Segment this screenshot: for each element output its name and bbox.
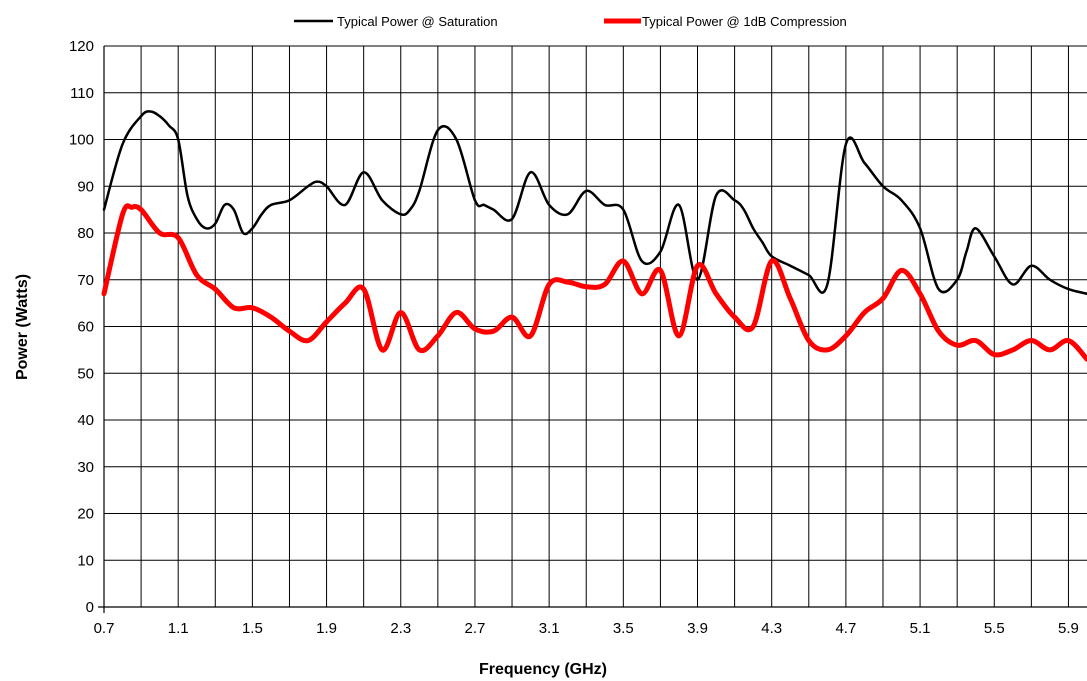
y-tick-label: 40 [77, 412, 94, 429]
legend-label-saturation: Typical Power @ Saturation [337, 14, 498, 29]
x-tick-label: 5.9 [1058, 620, 1079, 637]
series-line-compression [101, 203, 1087, 362]
x-tick-label: 1.5 [242, 620, 263, 637]
x-tick-label: 1.1 [168, 620, 189, 637]
y-tick-label: 60 [77, 319, 94, 336]
legend-label-compression: Typical Power @ 1dB Compression [642, 14, 847, 29]
x-tick-label: 0.7 [94, 620, 115, 637]
x-tick-label: 5.5 [984, 620, 1005, 637]
x-tick-label: 3.9 [687, 620, 708, 637]
x-axis-title: Frequency (GHz) [479, 661, 607, 678]
y-tick-label: 120 [69, 38, 94, 55]
y-axis-title: Power (Watts) [14, 274, 31, 380]
y-tick-label: 110 [70, 85, 94, 102]
x-tick-label: 5.1 [910, 620, 931, 637]
x-tick-label: 3.5 [613, 620, 634, 637]
x-tick-label: 4.7 [835, 620, 856, 637]
x-tick-label: 2.7 [465, 620, 486, 637]
axes [98, 46, 1087, 613]
x-tick-label: 2.3 [390, 620, 411, 637]
y-tick-label: 70 [77, 272, 94, 289]
x-tick-label: 1.9 [316, 620, 337, 637]
y-tick-label: 100 [69, 132, 94, 149]
series-line-saturation [102, 110, 1087, 296]
x-tick-label: 4.3 [761, 620, 782, 637]
y-tick-label: 80 [77, 225, 94, 242]
x-tick-label: 3.1 [539, 620, 560, 637]
y-tick-label: 30 [77, 459, 94, 476]
y-tick-label: 50 [77, 365, 94, 382]
x-tick-labels: 0.7 1.1 1.5 1.9 2.3 2.7 3.1 3.5 3.9 4.3 4.7 5.1 5.5 5… [94, 620, 1079, 637]
y-tick-label: 90 [77, 178, 94, 195]
y-tick-label: 0 [86, 599, 94, 616]
y-tick-labels: 0 10 20 30 40 50 60 70 80 90 100 110 120 [69, 38, 94, 616]
legend: Typical Power @ Saturation Typical Power… [294, 14, 847, 29]
y-tick-label: 20 [77, 506, 94, 523]
grid-lines [104, 45, 1087, 608]
series-group [101, 110, 1087, 362]
y-tick-label: 10 [77, 552, 94, 569]
